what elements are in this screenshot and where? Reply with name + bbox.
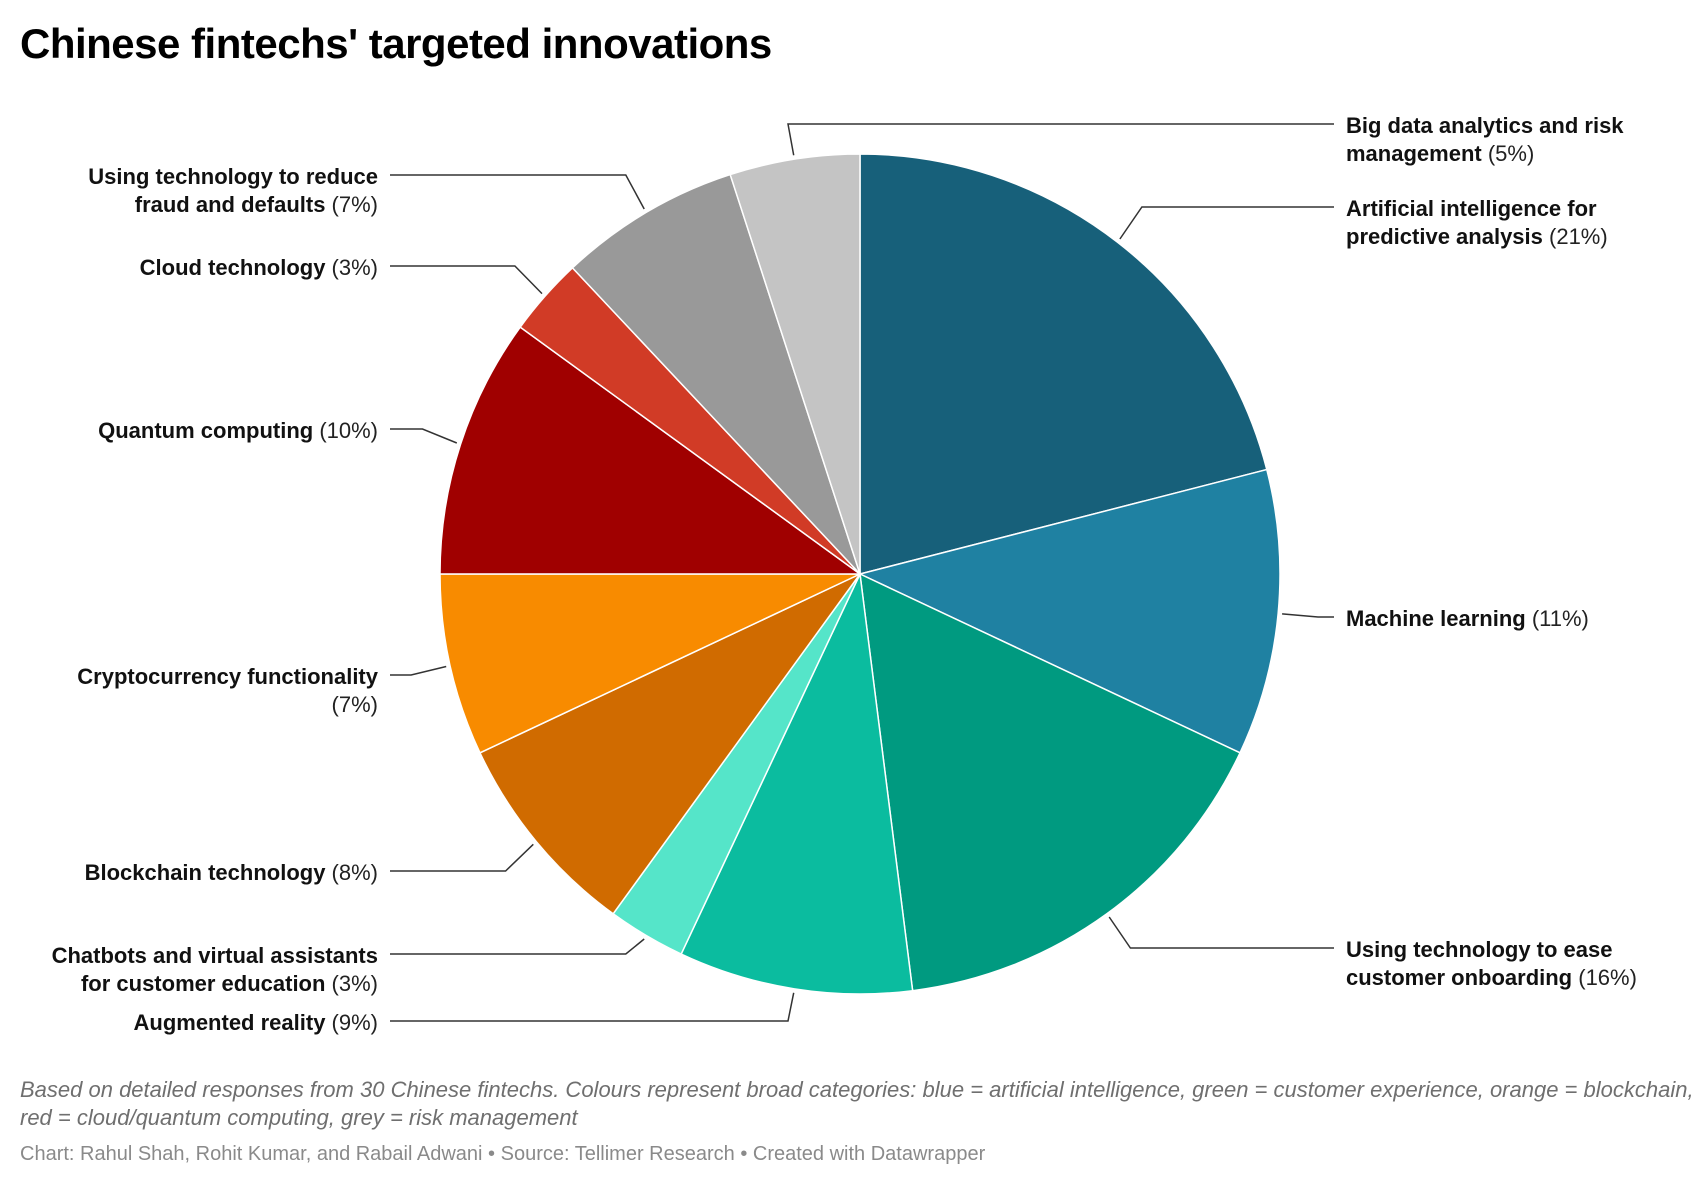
leader-line-machine-learning (1282, 613, 1334, 618)
pie-slice-blockchain-technology (478, 573, 861, 915)
leader-line-using-technology-to-reduce-fraud-and-defaults (390, 174, 645, 210)
leader-line-cryptocurrency-functionality (390, 665, 447, 676)
leader-line-artificial-intelligence-for-predictive-analysis (1119, 206, 1334, 240)
leader-line-using-technology-to-ease-customer-onboarding (1108, 916, 1334, 949)
slice-value-big-data-analytics-and-risk-management: (5%) (1482, 141, 1535, 166)
slice-value-chatbots-and-virtual-assistants-for-customer-education: (3%) (325, 971, 378, 996)
slice-value-quantum-computing: (10%) (313, 418, 378, 443)
slice-value-blockchain-technology: (8%) (325, 860, 378, 885)
pie-slice-artificial-intelligence-for-predictive-analysis (859, 153, 1268, 575)
pie-slice-machine-learning (857, 468, 1281, 754)
slice-value-using-technology-to-ease-customer-onboarding: (16%) (1572, 965, 1637, 990)
pie-slice-quantum-computing (439, 326, 863, 575)
pie-slices (439, 153, 1281, 995)
slice-label-artificial-intelligence-for-predictive-analysis: Artificial intelligence for predictive an… (1346, 196, 1608, 249)
pie-slice-augmented-reality (680, 571, 914, 995)
chart-notes: Based on detailed responses from 30 Chin… (20, 1077, 1694, 1130)
leader-lines (390, 123, 1334, 1022)
leader-line-augmented-reality (390, 992, 795, 1022)
pie-slice-cryptocurrency-functionality (439, 573, 861, 754)
chart-credits: Chart: Rahul Shah, Rohit Kumar, and Raba… (20, 1143, 986, 1165)
slice-label-quantum-computing: Quantum computing (10%) (98, 418, 378, 443)
slice-value-cloud-technology: (3%) (325, 255, 378, 280)
leader-line-cloud-technology (390, 265, 543, 295)
slice-label-using-technology-to-reduce-fraud-and-defaults: Using technology to reduce fraud and defa… (88, 164, 378, 217)
pie-slice-big-data-analytics-and-risk-management (729, 153, 861, 575)
slice-label-augmented-reality: Augmented reality (9%) (134, 1010, 379, 1035)
slice-value-machine-learning: (11%) (1526, 606, 1589, 631)
slice-label-big-data-analytics-and-risk-management: Big data analytics and risk management (5… (1346, 113, 1624, 166)
slice-label-using-technology-to-ease-customer-onboarding: Using technology to ease customer onboard… (1346, 937, 1637, 990)
pie-slice-using-technology-to-reduce-fraud-and-defaults (571, 173, 861, 575)
chart-title: Chinese fintechs' targeted innovations (20, 20, 772, 67)
slice-label-cryptocurrency-functionality: Cryptocurrency functionality (7%) (77, 664, 378, 717)
pie-slice-using-technology-to-ease-customer-onboarding (859, 572, 1242, 992)
slice-value-artificial-intelligence-for-predictive-analysis: (21%) (1543, 224, 1608, 249)
leader-line-quantum-computing (390, 428, 458, 444)
slice-label-blockchain-technology: Blockchain technology (8%) (85, 860, 378, 885)
leader-line-chatbots-and-virtual-assistants-for-customer-education (390, 938, 645, 955)
slice-label-cloud-technology: Cloud technology (3%) (140, 255, 378, 280)
slice-value-using-technology-to-reduce-fraud-and-defaults: (7%) (325, 192, 378, 217)
slice-labels: Artificial intelligence for predictive an… (52, 113, 1637, 1035)
slice-value-cryptocurrency-functionality: (7%) (332, 692, 378, 717)
leader-line-blockchain-technology (390, 843, 534, 872)
slice-label-machine-learning: Machine learning (11%) (1346, 606, 1589, 631)
leader-line-big-data-analytics-and-risk-management (787, 123, 1334, 156)
slice-label-chatbots-and-virtual-assistants-for-customer-education: Chatbots and virtual assistants for custo… (52, 943, 378, 996)
slice-value-augmented-reality: (9%) (325, 1010, 378, 1035)
